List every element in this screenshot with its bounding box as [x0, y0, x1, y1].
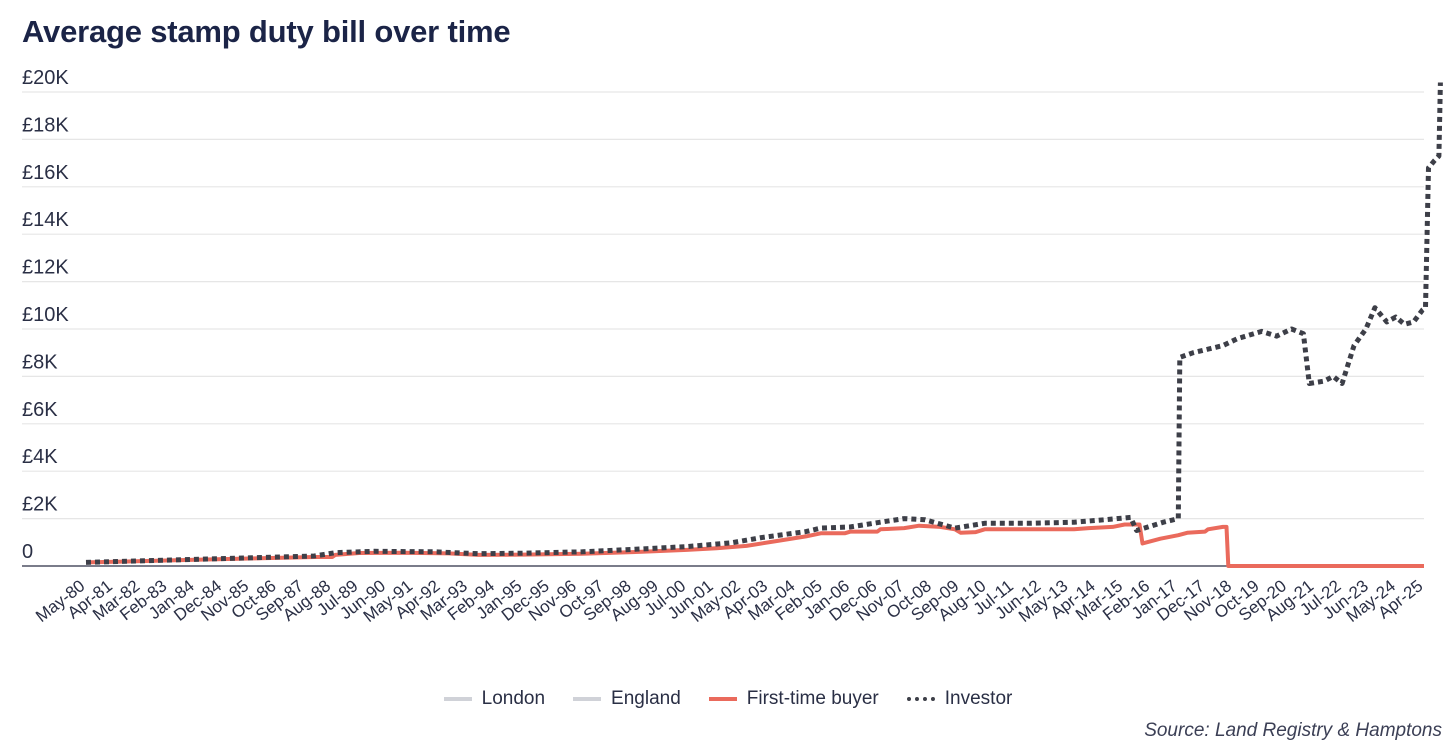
legend-swatch-england	[573, 697, 602, 701]
y-tick-label: £6K	[22, 399, 58, 421]
y-tick-label: £18K	[22, 114, 69, 136]
series-lines	[85, 82, 1443, 568]
y-tick-label: £8K	[22, 351, 58, 373]
chart-title: Average stamp duty bill over time	[22, 14, 511, 49]
legend-label-first-time-buyer: First-time buyer	[746, 688, 879, 709]
legend-label-london: London	[481, 688, 546, 709]
y-tick-label: £2K	[22, 494, 58, 516]
line-chart: 0 £2K £4K £6K £8K £10K £12K £14K £16K £18K £20K Ma…	[22, 67, 1443, 626]
x-axis-ticks: May-80Apr-81Mar-82Feb-83Jan-84Dec-84Nov-…	[32, 576, 1426, 626]
legend-item-first-time-buyer: First-time buyer	[708, 688, 879, 710]
gridlines	[22, 91, 1424, 520]
series-line-first-time-buyer	[85, 522, 1424, 568]
legend-item-london: London	[443, 688, 546, 710]
legend-label-investor: Investor	[944, 688, 1013, 709]
y-tick-label: £12K	[22, 257, 69, 279]
y-tick-label: £4K	[22, 446, 58, 468]
series-line-investor	[85, 82, 1443, 565]
y-tick-label: £14K	[22, 209, 69, 231]
source-note: Source: Land Registry & Hamptons	[1144, 720, 1442, 741]
y-axis-ticks: 0 £2K £4K £6K £8K £10K £12K £14K £16K £18K £20K	[22, 67, 69, 563]
y-tick-label: £16K	[22, 162, 69, 184]
legend-swatch-london	[443, 697, 472, 701]
y-tick-label: £20K	[22, 67, 69, 89]
legend-item-england: England	[573, 688, 681, 710]
legend-item-investor: Investor	[906, 688, 1013, 710]
chart-legend: London England First-time buyer Investor	[0, 688, 1456, 710]
y-tick-label: 0	[22, 541, 33, 563]
legend-swatch-first-time-buyer	[708, 697, 737, 701]
y-tick-label: £10K	[22, 304, 69, 326]
legend-label-england: England	[611, 688, 681, 709]
legend-swatch-investor	[906, 697, 935, 701]
